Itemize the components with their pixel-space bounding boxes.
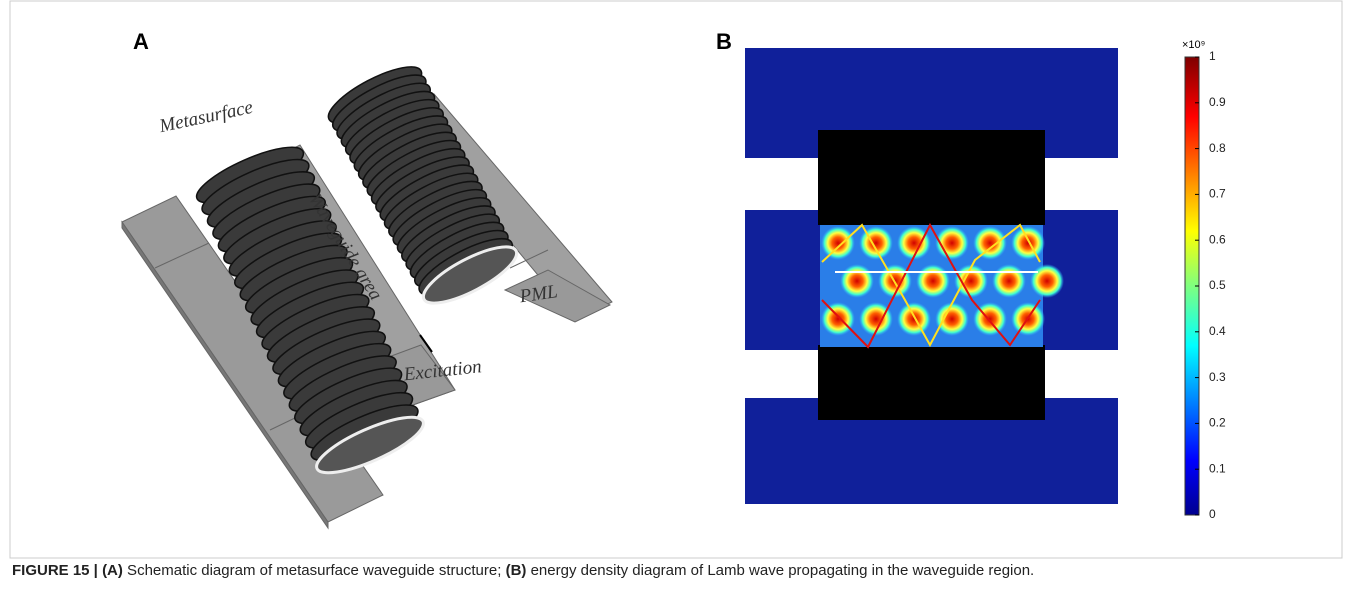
colorbar-tick-label: 0.6 <box>1209 232 1226 246</box>
field-blob <box>1030 264 1064 298</box>
coil-ring <box>421 245 519 305</box>
caption: FIGURE 15 | (A) Schematic diagram of met… <box>12 562 1034 579</box>
field-blob <box>973 226 1007 260</box>
caption-part-label: (A) <box>102 562 123 579</box>
field-blob <box>935 302 969 336</box>
colorbar-tick-label: 0.3 <box>1209 370 1226 384</box>
figure: A Metasurface Waveguide area PML Excitat… <box>9 0 1343 559</box>
colorbar-tick-label: 1 <box>1209 49 1216 63</box>
metasurface-coils <box>195 66 519 475</box>
colorbar-tick-label: 0.9 <box>1209 95 1226 109</box>
colorbar-tick-label: 0.2 <box>1209 416 1226 430</box>
annotation: Metasurface <box>157 97 255 137</box>
field-blob <box>859 302 893 336</box>
caption-label: FIGURE 15 | <box>12 562 98 579</box>
excitation-arrow <box>419 334 433 353</box>
field-blob <box>859 226 893 260</box>
field-blob <box>821 302 855 336</box>
field-blob <box>1011 226 1045 260</box>
field-blob <box>992 264 1026 298</box>
colorbar-exponent: ×10⁹ <box>1182 39 1205 51</box>
energy-map <box>745 48 1118 504</box>
colorbar-tick-label: 0.8 <box>1209 141 1226 155</box>
field-blob <box>821 226 855 260</box>
field-blob <box>840 264 874 298</box>
field-blob <box>897 226 931 260</box>
field-blob <box>916 264 950 298</box>
field-blob <box>897 302 931 336</box>
colorbar-tick-label: 0 <box>1209 507 1216 521</box>
colorbar-tick-label: 0.1 <box>1209 461 1226 475</box>
panel-label: B <box>716 29 732 54</box>
colorbar-tick-label: 0.7 <box>1209 187 1226 201</box>
colorbar-tick-label: 0.4 <box>1209 324 1226 338</box>
field-blob <box>935 226 969 260</box>
panel-label: A <box>133 29 149 54</box>
colorbar-tick-label: 0.5 <box>1209 278 1226 292</box>
coil-ring <box>315 415 425 475</box>
figure-frame <box>9 0 1343 559</box>
caption-text: Schematic diagram of metasurface wavegui… <box>122 562 506 579</box>
caption-text: energy density diagram of Lamb wave prop… <box>526 562 1035 579</box>
caption-part-label: (B) <box>505 562 527 579</box>
